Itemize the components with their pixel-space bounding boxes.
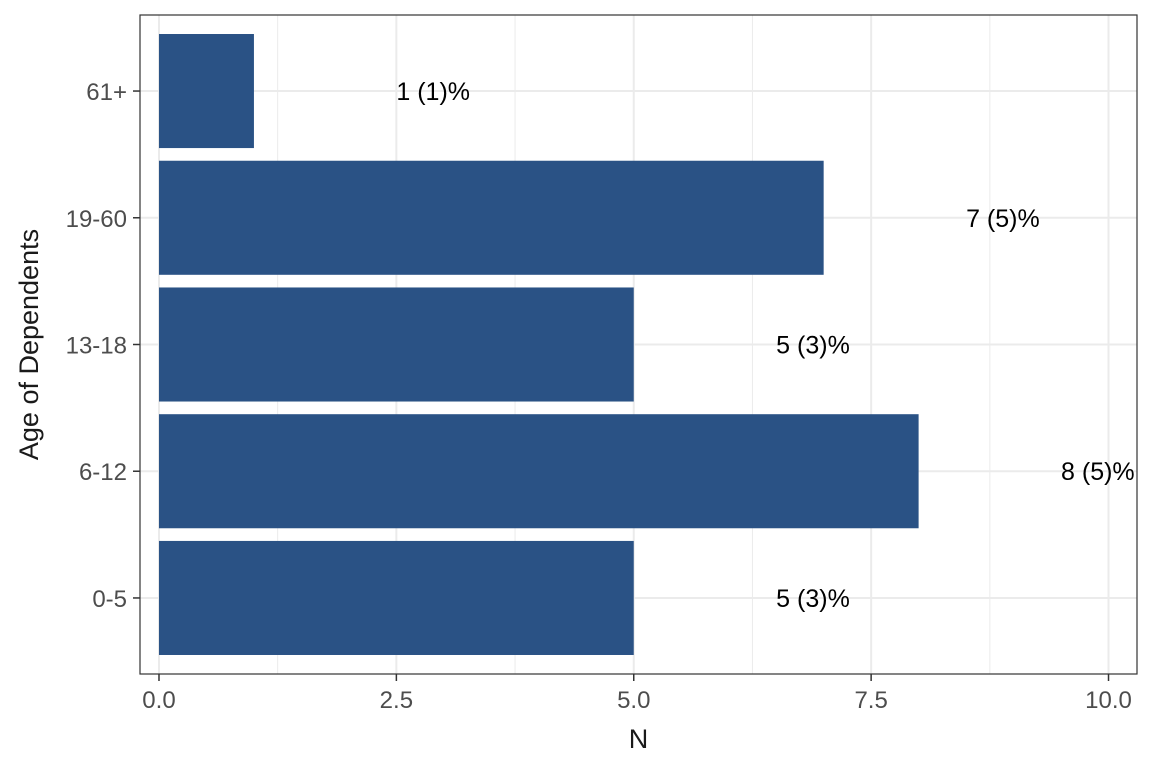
bar [158,287,634,402]
x-axis: 0.0 2.5 5.0 7.5 10.0 [142,674,1132,714]
bar [158,540,634,655]
y-tick-label: 19-60 [66,206,127,233]
x-tick-label: 0.0 [142,687,175,714]
x-tick-label: 2.5 [380,687,413,714]
y-tick-label: 13-18 [66,333,127,360]
x-tick-label: 7.5 [854,687,887,714]
x-tick-label: 5.0 [617,687,650,714]
bar [158,414,919,529]
data-label: 1 (1)% [396,78,470,106]
bar [158,34,254,149]
y-tick-label: 61+ [86,79,127,106]
data-label: 5 (3)% [776,585,850,613]
x-axis-title: N [629,724,649,754]
y-tick-label: 6-12 [79,459,127,486]
data-label: 7 (5)% [966,205,1040,233]
data-label: 5 (3)% [776,332,850,360]
y-axis-title: Age of Dependents [14,229,44,460]
x-tick-label: 10.0 [1085,687,1132,714]
bars [158,34,919,655]
bar [158,160,824,275]
data-labels: 5 (3)% 8 (5)% 5 (3)% 7 (5)% 1 (1)% [396,78,1134,613]
y-tick-label: 0-5 [92,586,127,613]
data-label: 8 (5)% [1061,458,1135,486]
y-axis: 0-5 6-12 13-18 19-60 61+ [66,79,140,613]
